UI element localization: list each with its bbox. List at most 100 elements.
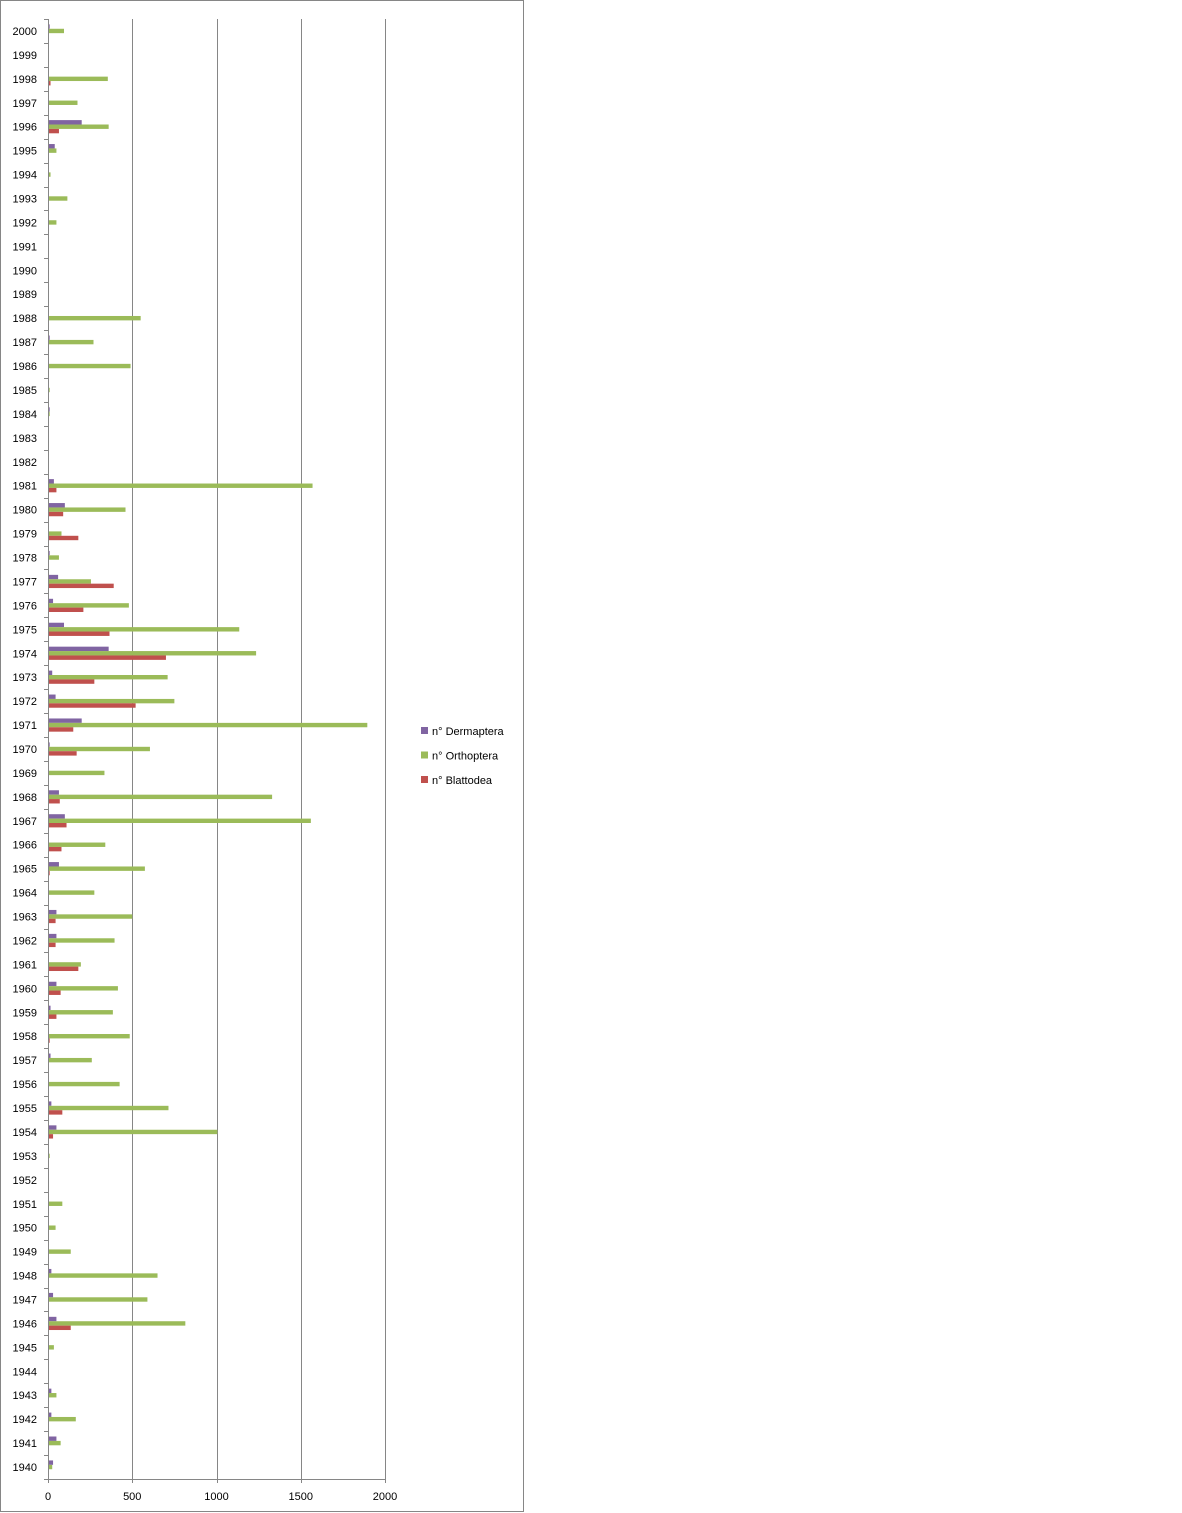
- y-tick-label-1980: 1980: [13, 505, 37, 517]
- bar-ndermaptera-1968: [48, 790, 59, 795]
- y-tick-label-1961: 1961: [13, 959, 37, 971]
- bar-nblattodea-1971: [48, 727, 74, 732]
- y-tick-label-1958: 1958: [13, 1031, 37, 1043]
- x-tick-label-500: 500: [123, 1491, 141, 1503]
- bar-northoptera-1970: [48, 746, 150, 752]
- bar-ndermaptera-1946: [48, 1316, 57, 1322]
- y-tick-label-1981: 1981: [13, 481, 37, 493]
- x-tick-label-2000: 2000: [373, 1491, 397, 1503]
- y-tick-label-1994: 1994: [13, 170, 37, 182]
- y-tick-label-1946: 1946: [13, 1318, 37, 1330]
- bar-northoptera-2000: [48, 28, 65, 34]
- legend-label-nblattodea: n° Blattodea: [432, 775, 493, 787]
- y-tick-label-1983: 1983: [13, 433, 37, 445]
- bar-northoptera-1980: [48, 507, 126, 512]
- y-tick-label-1963: 1963: [13, 912, 37, 924]
- y-tick-label-1998: 1998: [13, 74, 37, 86]
- y-tick-label-1988: 1988: [13, 313, 37, 325]
- bar-northoptera-1958: [48, 1034, 130, 1039]
- bar-ndermaptera-1971: [48, 718, 82, 723]
- y-tick-label-1964: 1964: [13, 888, 37, 900]
- bar-ndermaptera-1996: [48, 120, 82, 125]
- bar-northoptera-1945: [48, 1345, 54, 1350]
- bar-nblattodea-1979: [48, 535, 79, 541]
- bar-ndermaptera-1943: [48, 1388, 52, 1394]
- y-tick-label-1942: 1942: [13, 1414, 37, 1426]
- bar-ndermaptera-1963: [48, 909, 57, 915]
- y-tick-label-1960: 1960: [13, 983, 37, 995]
- y-tick-label-1999: 1999: [13, 50, 37, 62]
- bar-ndermaptera-1955: [48, 1101, 52, 1106]
- bar-northoptera-1954: [48, 1129, 218, 1135]
- bar-northoptera-1941: [48, 1440, 61, 1446]
- bar-northoptera-1956: [48, 1081, 120, 1087]
- bar-nblattodea-1973: [48, 679, 95, 684]
- bar-ndermaptera-1981: [48, 479, 54, 484]
- y-tick-label-1968: 1968: [13, 792, 37, 804]
- bar-ndermaptera-1973: [48, 670, 53, 675]
- bar-nblattodea-1966: [48, 846, 62, 852]
- bar-northoptera-1942: [48, 1416, 76, 1422]
- y-tick-label-1948: 1948: [13, 1271, 37, 1283]
- bar-northoptera-1975: [48, 627, 240, 632]
- y-tick-label-1977: 1977: [13, 576, 37, 588]
- bar-ndermaptera-1947: [48, 1292, 54, 1298]
- y-tick-label-1974: 1974: [13, 648, 37, 660]
- bar-northoptera-1987: [48, 339, 94, 345]
- y-tick-label-1997: 1997: [13, 98, 37, 110]
- bar-northoptera-1974: [48, 651, 257, 656]
- bar-northoptera-1988: [48, 315, 141, 321]
- bar-nblattodea-1954: [48, 1134, 54, 1139]
- y-tick-label-1990: 1990: [13, 265, 37, 277]
- x-tick-label-0: 0: [45, 1491, 51, 1503]
- legend-swatch-northoptera: [421, 751, 428, 759]
- bar-nblattodea-1961: [48, 966, 79, 972]
- bar-ndermaptera-1972: [48, 694, 56, 699]
- bar-northoptera-1995: [48, 148, 57, 153]
- y-tick-label-1996: 1996: [13, 122, 37, 134]
- y-tick-label-1986: 1986: [13, 361, 37, 373]
- bar-ndermaptera-1957: [48, 1053, 51, 1058]
- bar-ndermaptera-1960: [48, 981, 57, 987]
- bar-northoptera-1964: [48, 890, 95, 895]
- y-tick-label-1965: 1965: [13, 864, 37, 876]
- bar-northoptera-1947: [48, 1297, 148, 1302]
- bar-northoptera-1979: [48, 531, 62, 536]
- bar-northoptera-1946: [48, 1321, 186, 1326]
- legend-swatch-ndermaptera: [421, 727, 428, 734]
- bar-northoptera-1963: [48, 914, 133, 919]
- bar-nblattodea-1959: [48, 1014, 57, 1019]
- x-axis-tick-labels: 0 500 1000 1500 2000: [45, 1491, 397, 1503]
- axes: [44, 19, 386, 1483]
- bar-northoptera-1998: [48, 76, 108, 82]
- bar-nblattodea-1980: [48, 511, 64, 517]
- y-tick-label-1967: 1967: [13, 816, 37, 828]
- bar-nblattodea-1974: [48, 655, 166, 660]
- y-tick-label-1943: 1943: [13, 1390, 37, 1402]
- y-tick-label-1953: 1953: [13, 1151, 37, 1163]
- bar-northoptera-1950: [48, 1225, 56, 1230]
- bar-ndermaptera-1962: [48, 933, 57, 939]
- bar-northoptera-1957: [48, 1057, 92, 1063]
- bar-ndermaptera-1995: [48, 144, 55, 149]
- bar-northoptera-1977: [48, 579, 91, 584]
- bar-northoptera-1966: [48, 842, 106, 847]
- bar-northoptera-1971: [48, 722, 368, 728]
- y-tick-label-1973: 1973: [13, 672, 37, 684]
- y-tick-label-1991: 1991: [13, 241, 37, 253]
- bar-nblattodea-1976: [48, 607, 84, 612]
- y-tick-label-1979: 1979: [13, 529, 37, 541]
- x-tick-label-1000: 1000: [204, 1491, 228, 1503]
- bar-ndermaptera-1948: [48, 1268, 52, 1274]
- y-tick-label-1978: 1978: [13, 553, 37, 565]
- y-tick-label-1940: 1940: [13, 1462, 37, 1474]
- y-tick-label-1950: 1950: [13, 1223, 37, 1235]
- y-tick-label-1969: 1969: [13, 768, 37, 780]
- y-tick-label-1993: 1993: [13, 194, 37, 206]
- y-tick-label-1944: 1944: [13, 1366, 37, 1378]
- bar-nblattodea-1962: [48, 942, 56, 948]
- y-tick-label-1984: 1984: [13, 409, 37, 421]
- bar-northoptera-1978: [48, 555, 59, 560]
- bar-ndermaptera-1954: [48, 1125, 57, 1130]
